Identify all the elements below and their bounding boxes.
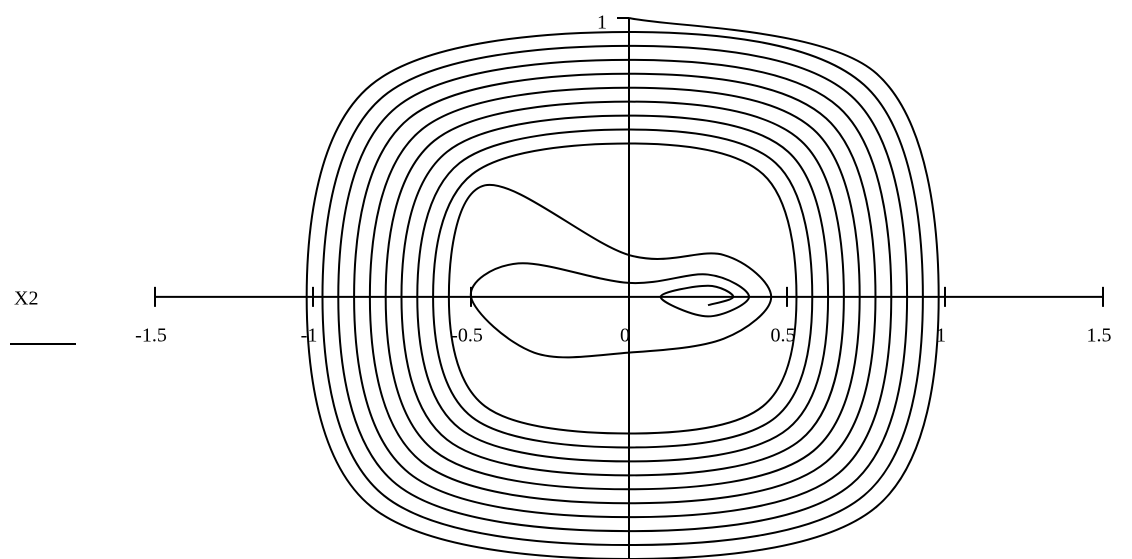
x-tick-label: 1 <box>936 324 946 346</box>
y-axis-label: X2 <box>14 288 38 310</box>
x-tick-label: 0.5 <box>771 324 796 346</box>
x-tick-label: -0.5 <box>451 324 483 346</box>
x-tick-label: -1.5 <box>135 324 167 346</box>
y-tick-label: 1 <box>597 12 607 34</box>
x-tick-label: 1.5 <box>1087 324 1112 346</box>
x-tick-label: 0 <box>620 324 630 346</box>
x-tick-label: -1 <box>301 324 318 346</box>
trajectory <box>305 17 940 559</box>
